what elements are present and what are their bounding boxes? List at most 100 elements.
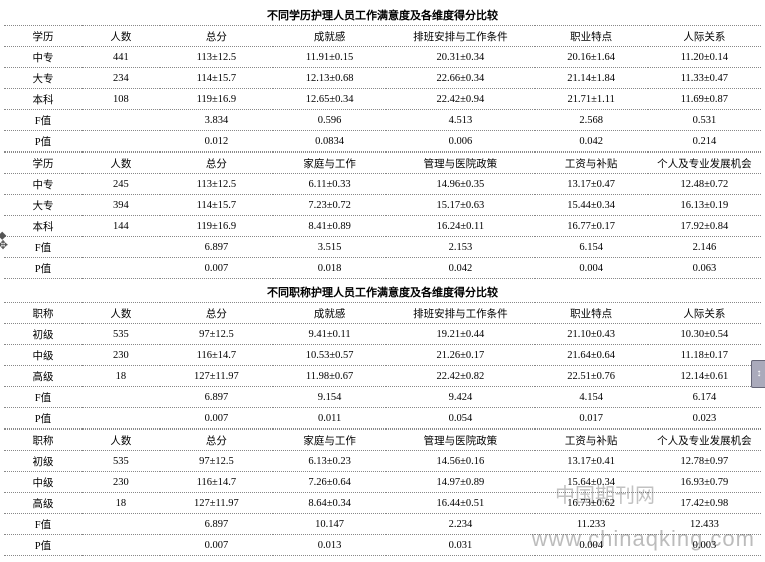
table-cell: 0.007 xyxy=(160,535,273,556)
table-cell: 21.64±0.64 xyxy=(535,345,648,366)
table-cell: 15.64±0.34 xyxy=(535,472,648,493)
table-cell: 12.13±0.68 xyxy=(273,68,386,89)
table-cell: F值 xyxy=(4,110,82,131)
table-cell: 初级 xyxy=(4,451,82,472)
table-cell: 9.41±0.11 xyxy=(273,324,386,345)
table-cell: 0.018 xyxy=(273,258,386,279)
table-cell xyxy=(82,387,160,408)
table-header-row: 职称 人数 总分 成就感 排班安排与工作条件 职业特点 人际关系 xyxy=(4,303,761,324)
table-cell: 116±14.7 xyxy=(160,345,273,366)
table-row: P值0.0070.0110.0540.0170.023 xyxy=(4,408,761,429)
table-cell: 0.214 xyxy=(648,131,761,152)
table-cell xyxy=(82,258,160,279)
table-cell: 17.42±0.98 xyxy=(648,493,761,514)
table-row: 大专234114±15.712.13±0.6822.66±0.3421.14±1… xyxy=(4,68,761,89)
table-cell: 6.174 xyxy=(648,387,761,408)
table-cell: 0.011 xyxy=(273,408,386,429)
table-cell xyxy=(82,237,160,258)
table-cell: 116±14.7 xyxy=(160,472,273,493)
resize-handle-left[interactable]: ⬥ ✥ xyxy=(0,230,8,250)
header-cell: 人数 xyxy=(82,26,160,47)
table-cell: 大专 xyxy=(4,68,82,89)
table-cell xyxy=(82,408,160,429)
header-cell: 总分 xyxy=(160,153,273,174)
table-cell: 0.0834 xyxy=(273,131,386,152)
table-cell: 11.233 xyxy=(535,514,648,535)
table2-section-a: 职称 人数 总分 成就感 排班安排与工作条件 职业特点 人际关系 初级53597… xyxy=(4,302,761,429)
table-row: P值0.0070.0130.0310.0040.003 xyxy=(4,535,761,556)
table-cell: 13.17±0.47 xyxy=(535,174,648,195)
table-cell: 394 xyxy=(82,195,160,216)
table-cell: 6.11±0.33 xyxy=(273,174,386,195)
table-cell: 108 xyxy=(82,89,160,110)
table-cell: 22.66±0.34 xyxy=(386,68,534,89)
table-cell: 18 xyxy=(82,493,160,514)
table-cell: 6.154 xyxy=(535,237,648,258)
table-cell: 初级 xyxy=(4,324,82,345)
table-cell: P值 xyxy=(4,258,82,279)
table-cell: 0.596 xyxy=(273,110,386,131)
table-cell: 8.41±0.89 xyxy=(273,216,386,237)
table-cell: 16.44±0.51 xyxy=(386,493,534,514)
table-row: 高级18127±11.9711.98±0.6722.42±0.8222.51±0… xyxy=(4,366,761,387)
table-cell: 0.042 xyxy=(535,131,648,152)
table1-section-b: 学历 人数 总分 家庭与工作 管理与医院政策 工资与补贴 个人及专业发展机会 中… xyxy=(4,152,761,279)
table-cell: 0.004 xyxy=(535,258,648,279)
table-cell: 12.78±0.97 xyxy=(648,451,761,472)
table-cell: 中级 xyxy=(4,472,82,493)
table-cell: 97±12.5 xyxy=(160,324,273,345)
table-cell: 11.91±0.15 xyxy=(273,47,386,68)
table-cell: 441 xyxy=(82,47,160,68)
header-cell: 排班安排与工作条件 xyxy=(386,303,534,324)
scroll-handle-right[interactable]: ↕ xyxy=(751,360,765,388)
table-cell: 2.146 xyxy=(648,237,761,258)
table-cell: 11.18±0.17 xyxy=(648,345,761,366)
table-cell: 10.30±0.54 xyxy=(648,324,761,345)
table-cell: 14.97±0.89 xyxy=(386,472,534,493)
table-cell: 2.234 xyxy=(386,514,534,535)
header-cell: 成就感 xyxy=(273,26,386,47)
header-cell: 总分 xyxy=(160,430,273,451)
table-row: 初级53597±12.59.41±0.1119.21±0.4421.10±0.4… xyxy=(4,324,761,345)
table-cell: P值 xyxy=(4,535,82,556)
header-cell: 学历 xyxy=(4,153,82,174)
table-cell: 6.897 xyxy=(160,387,273,408)
table-row: F值6.8979.1549.4244.1546.174 xyxy=(4,387,761,408)
table-cell: F值 xyxy=(4,514,82,535)
table-cell: 大专 xyxy=(4,195,82,216)
header-cell: 人际关系 xyxy=(648,303,761,324)
header-cell: 职称 xyxy=(4,430,82,451)
table-cell: 0.013 xyxy=(273,535,386,556)
table-cell: 114±15.7 xyxy=(160,68,273,89)
table-row: 本科144119±16.98.41±0.8916.24±0.1116.77±0.… xyxy=(4,216,761,237)
header-cell: 总分 xyxy=(160,303,273,324)
table-cell: 19.21±0.44 xyxy=(386,324,534,345)
header-cell: 家庭与工作 xyxy=(273,153,386,174)
table-cell: 97±12.5 xyxy=(160,451,273,472)
table-cell: 14.96±0.35 xyxy=(386,174,534,195)
table-cell: 0.003 xyxy=(648,535,761,556)
table-cell: 14.56±0.16 xyxy=(386,451,534,472)
table-cell: 127±11.97 xyxy=(160,366,273,387)
header-cell: 人数 xyxy=(82,303,160,324)
table-cell: 0.042 xyxy=(386,258,534,279)
table-cell: 16.24±0.11 xyxy=(386,216,534,237)
table-row: 中级230116±14.77.26±0.6414.97±0.8915.64±0.… xyxy=(4,472,761,493)
table-cell: 113±12.5 xyxy=(160,174,273,195)
table-cell: 535 xyxy=(82,451,160,472)
table-cell: 6.897 xyxy=(160,514,273,535)
header-cell: 工资与补贴 xyxy=(535,153,648,174)
table-cell: 4.154 xyxy=(535,387,648,408)
table-cell: 16.77±0.17 xyxy=(535,216,648,237)
table1-title: 不同学历护理人员工作满意度及各维度得分比较 xyxy=(4,4,761,25)
table-cell: 6.13±0.23 xyxy=(273,451,386,472)
table-cell: 8.64±0.34 xyxy=(273,493,386,514)
table-row: 高级18127±11.978.64±0.3416.44±0.5116.73±0.… xyxy=(4,493,761,514)
table-cell: 11.20±0.14 xyxy=(648,47,761,68)
header-cell: 职称 xyxy=(4,303,82,324)
table-cell: 11.33±0.47 xyxy=(648,68,761,89)
table-cell: 9.424 xyxy=(386,387,534,408)
table-cell: 0.007 xyxy=(160,408,273,429)
table-cell: 21.14±1.84 xyxy=(535,68,648,89)
table-cell: 0.004 xyxy=(535,535,648,556)
